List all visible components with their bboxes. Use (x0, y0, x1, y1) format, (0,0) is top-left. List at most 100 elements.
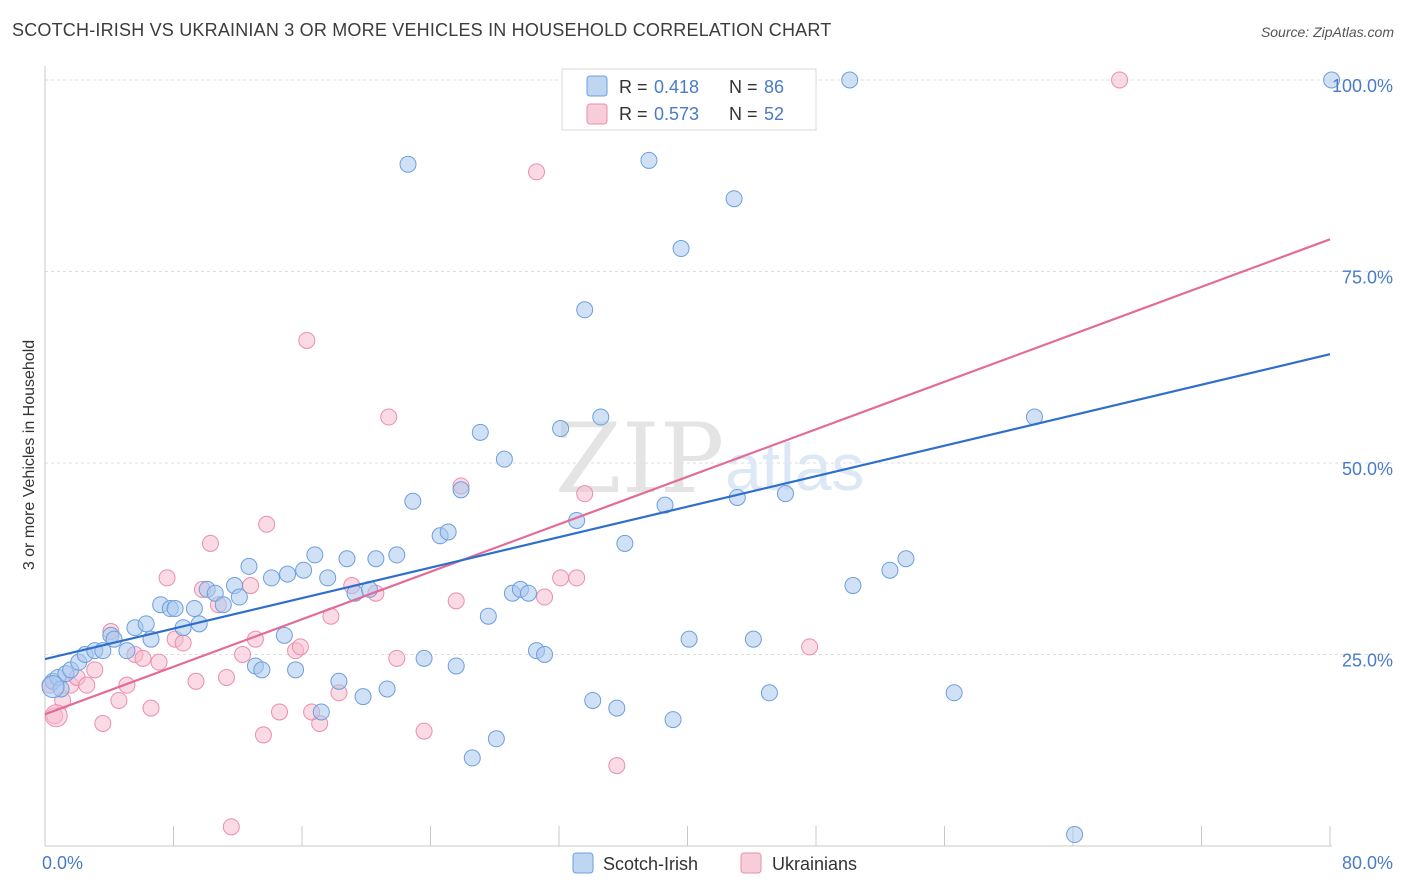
bottom-legend: Scotch-Irish Ukrainians (572, 852, 857, 874)
data-point (1111, 71, 1129, 89)
data-point (78, 676, 96, 694)
data-point (388, 546, 406, 564)
legend-n-label: N = (729, 104, 758, 124)
data-point (271, 703, 289, 721)
data-point (801, 638, 819, 656)
data-point (166, 600, 184, 618)
legend-r-value: 0.418 (654, 77, 699, 97)
x-tick-label: 0.0% (42, 853, 83, 873)
data-point (404, 492, 422, 510)
data-point (584, 691, 602, 709)
grid-lines (45, 79, 1394, 655)
y-tick-label: 25.0% (1342, 651, 1393, 671)
bottom-legend-ukrainians: Ukrainians (772, 854, 857, 874)
data-point (291, 638, 309, 656)
data-point (354, 688, 372, 706)
bottom-legend-swatch-scotch-irish (572, 852, 594, 874)
trend-line-ukrainians (44, 238, 1331, 716)
bottom-legend-swatch-ukrainians (740, 852, 762, 874)
data-point (471, 423, 489, 441)
data-point (664, 711, 682, 729)
data-point (312, 703, 330, 721)
data-point (744, 630, 762, 648)
data-point (495, 450, 513, 468)
y-tick-label: 75.0% (1342, 268, 1393, 288)
legend-swatch-ukrainians (586, 103, 608, 125)
data-point (86, 661, 104, 679)
x-tick-label: 80.0% (1342, 853, 1393, 873)
data-point (776, 485, 794, 503)
data-point (399, 155, 417, 173)
legend-r-label: R = (619, 104, 648, 124)
legend-n-value: 52 (764, 104, 784, 124)
data-point (185, 600, 203, 618)
data-point (110, 691, 128, 709)
legend-r-label: R = (619, 77, 648, 97)
data-point (439, 523, 457, 541)
legend-r-value: 0.573 (654, 104, 699, 124)
data-point (841, 71, 859, 89)
trend-line-scotch-irish (44, 353, 1331, 661)
data-point (479, 607, 497, 625)
data-point (552, 420, 570, 438)
data-point (298, 331, 316, 349)
data-point (137, 615, 155, 633)
data-point (881, 561, 899, 579)
data-point (134, 649, 152, 667)
data-point (94, 714, 112, 732)
trend-lines (44, 238, 1331, 716)
source-label: Source: ZipAtlas.com (1260, 24, 1394, 40)
data-point (214, 596, 232, 614)
data-point (118, 642, 136, 660)
data-point (463, 749, 481, 767)
data-point (528, 163, 546, 181)
data-point (388, 649, 406, 667)
data-point (608, 699, 626, 717)
data-point (142, 699, 160, 717)
data-point (728, 488, 746, 506)
data-point (897, 550, 915, 568)
data-point (447, 657, 465, 675)
data-point (487, 730, 505, 748)
scotch-irish-points (41, 71, 1341, 844)
data-point (150, 653, 168, 671)
data-point (240, 557, 258, 575)
data-point (262, 569, 280, 587)
data-point (234, 646, 252, 663)
data-point (44, 704, 68, 728)
data-point (41, 675, 65, 699)
data-point (519, 584, 537, 602)
data-point (680, 630, 698, 648)
data-point (367, 550, 385, 568)
data-point (319, 569, 337, 587)
data-point (380, 408, 398, 426)
data-point (447, 592, 465, 610)
data-point (1323, 71, 1341, 89)
data-point (187, 672, 205, 690)
data-point (1066, 826, 1084, 844)
data-point (592, 408, 610, 426)
data-point (656, 496, 674, 514)
y-tick-label: 100.0% (1332, 76, 1393, 96)
data-point (279, 565, 297, 583)
data-point (576, 485, 594, 503)
data-point (552, 569, 570, 587)
data-point (174, 634, 192, 652)
legend-n-value: 86 (764, 77, 784, 97)
data-point (568, 569, 586, 587)
data-point (760, 684, 778, 702)
bottom-legend-scotch-irish: Scotch-Irish (603, 854, 698, 874)
y-axis-label: 3 or more Vehicles in Household (21, 339, 38, 571)
data-point (415, 649, 433, 667)
legend-swatch-scotch-irish (586, 75, 608, 97)
data-point (576, 301, 594, 319)
data-point (330, 672, 348, 690)
data-point (218, 668, 236, 686)
data-point (725, 190, 743, 208)
data-point (295, 561, 313, 579)
data-point (608, 757, 626, 775)
tick-labels: 25.0% 50.0% 75.0% 100.0% 0.0% 80.0% (42, 76, 1393, 873)
data-point (452, 481, 470, 499)
data-point (158, 569, 176, 587)
